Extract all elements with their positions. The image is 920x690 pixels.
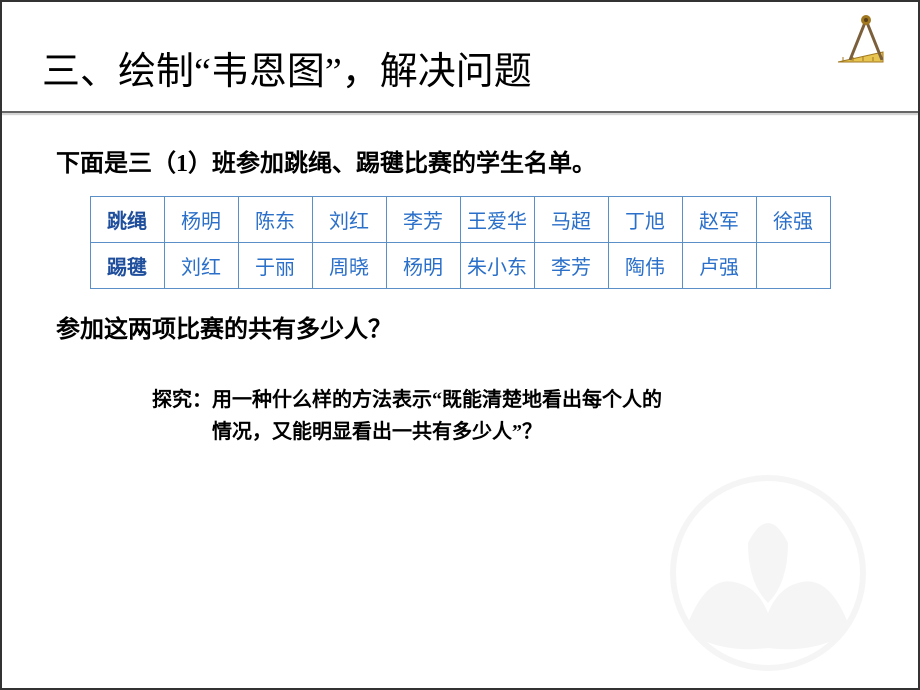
hands-cupping-icon — [638, 473, 898, 678]
table-cell: 李芳 — [534, 243, 608, 289]
students-table: 跳绳杨明陈东刘红李芳王爱华马超丁旭赵军徐强踢毽刘红于丽周晓杨明朱小东李芳陶伟卢强 — [90, 196, 831, 289]
table-cell: 陶伟 — [608, 243, 682, 289]
title-divider — [2, 111, 918, 113]
table-cell: 李芳 — [386, 197, 460, 243]
page-title: 三、绘制“韦恩图”，解决问题 — [2, 2, 918, 111]
explore-line2: 情况，又能明显看出一共有多少人”？ — [152, 416, 858, 448]
table-cell: 刘红 — [312, 197, 386, 243]
table-cell: 丁旭 — [608, 197, 682, 243]
table-cell: 王爱华 — [460, 197, 534, 243]
table-row: 踢毽刘红于丽周晓杨明朱小东李芳陶伟卢强 — [90, 243, 830, 289]
table-cell: 陈东 — [238, 197, 312, 243]
table-cell: 朱小东 — [460, 243, 534, 289]
compass-ruler-icon — [828, 12, 898, 77]
table-cell: 杨明 — [164, 197, 238, 243]
question-text: 参加这两项比赛的共有多少人？ — [2, 305, 918, 384]
table-cell: 周晓 — [312, 243, 386, 289]
table-cell: 刘红 — [164, 243, 238, 289]
row-header: 踢毽 — [90, 243, 164, 289]
intro-text: 下面是三（1）班参加跳绳、踢毽比赛的学生名单。 — [2, 143, 918, 196]
slide: 三、绘制“韦恩图”，解决问题 下面是三（1）班参加跳绳、踢毽比赛的学生名单。 跳… — [0, 0, 920, 690]
explore-line1: 探究：用一种什么样的方法表示“既能清楚地看出每个人的 — [152, 384, 858, 416]
table-cell: 杨明 — [386, 243, 460, 289]
table-cell: 于丽 — [238, 243, 312, 289]
students-table-wrap: 跳绳杨明陈东刘红李芳王爱华马超丁旭赵军徐强踢毽刘红于丽周晓杨明朱小东李芳陶伟卢强 — [2, 196, 918, 305]
table-cell — [756, 243, 830, 289]
table-cell: 马超 — [534, 197, 608, 243]
table-cell: 卢强 — [682, 243, 756, 289]
table-cell: 赵军 — [682, 197, 756, 243]
table-cell: 徐强 — [756, 197, 830, 243]
table-row: 跳绳杨明陈东刘红李芳王爱华马超丁旭赵军徐强 — [90, 197, 830, 243]
row-header: 跳绳 — [90, 197, 164, 243]
explore-text: 探究：用一种什么样的方法表示“既能清楚地看出每个人的 情况，又能明显看出一共有多… — [2, 384, 918, 448]
